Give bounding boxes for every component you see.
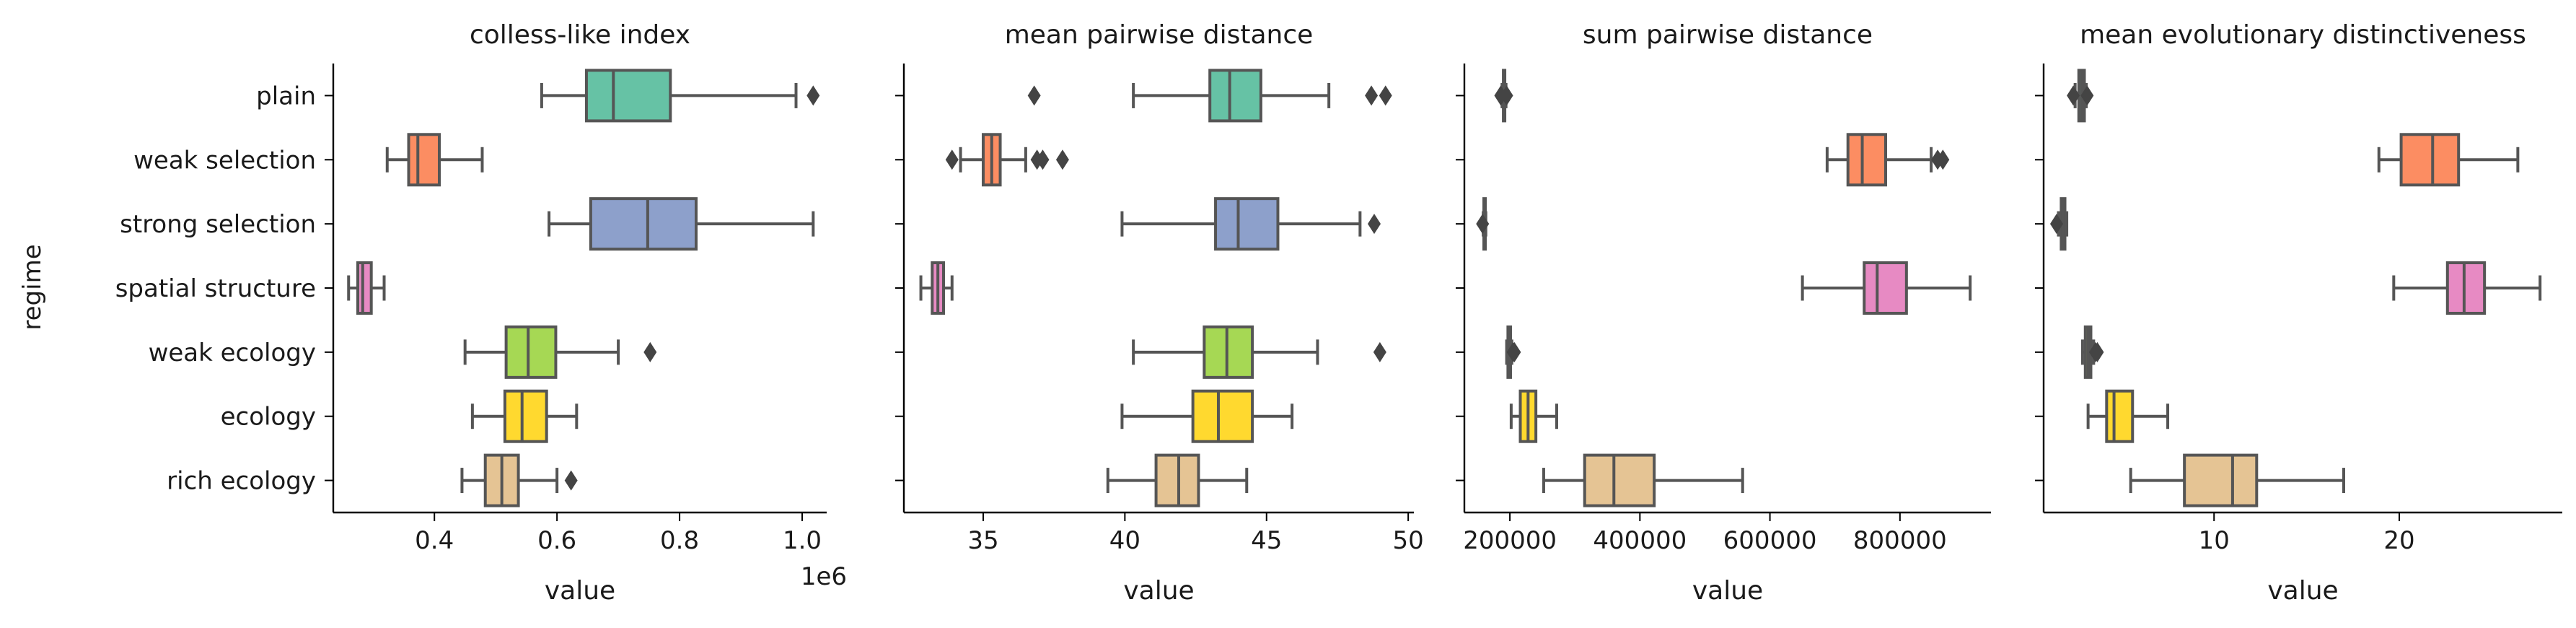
box-weak-ecology — [463, 325, 657, 379]
x-tick-label: 50 — [1393, 526, 1424, 555]
outlier-point — [1379, 85, 1392, 106]
iqr-box — [2445, 261, 2487, 315]
iqr-box — [503, 389, 548, 443]
box-weak-selection — [2377, 133, 2520, 187]
box-weak-ecology — [1132, 325, 1386, 379]
iqr-box — [356, 261, 373, 315]
outlier-point — [1936, 149, 1950, 170]
box-plain — [1027, 69, 1392, 123]
outlier-point — [1500, 85, 1513, 106]
outlier-point — [564, 470, 578, 491]
x-tick-label: 40 — [1109, 526, 1140, 555]
iqr-box — [2399, 133, 2461, 187]
box-rich-ecology — [1542, 453, 1744, 507]
box-ecology — [1120, 389, 1294, 443]
box-spatial-structure — [347, 261, 386, 315]
y-tick-label: plain — [256, 82, 316, 110]
outlier-point — [1373, 341, 1386, 362]
y-tick-label: spatial structure — [115, 274, 316, 303]
box-ecology — [1509, 389, 1558, 443]
iqr-box — [1846, 133, 1888, 187]
box-plain — [2067, 69, 2094, 123]
box-rich-ecology — [460, 453, 578, 507]
panel-4: mean evolutionary distinctiveness 10 20 val… — [2035, 20, 2562, 606]
box-ecology — [470, 389, 579, 443]
outlier-point — [806, 85, 820, 106]
x-tick-label: 10 — [2199, 526, 2230, 555]
box-strong-selection — [1476, 197, 1490, 251]
outlier-point — [2091, 341, 2104, 362]
iqr-box — [1208, 69, 1262, 123]
outlier-point — [643, 341, 657, 362]
box-spatial-structure — [1801, 261, 1972, 315]
outlier-point — [1368, 214, 1381, 235]
box-weak-selection — [945, 133, 1069, 187]
x-tick-label: 800000 — [1853, 526, 1947, 555]
y-tick-label: strong selection — [120, 210, 316, 239]
box-weak-ecology — [1505, 325, 1521, 379]
panel-4-xlabel: value — [2267, 576, 2338, 606]
panel-3-title: sum pairwise distance — [1583, 20, 1873, 50]
y-tick-label: weak selection — [133, 146, 316, 175]
figure-ylabel: regime — [18, 244, 47, 330]
outlier-point — [2080, 85, 2094, 106]
iqr-box — [1191, 389, 1254, 443]
box-weak-selection — [385, 133, 484, 187]
box-weak-ecology — [2080, 325, 2104, 379]
y-tick-label: weak ecology — [149, 339, 316, 367]
y-tick-label: rich ecology — [167, 467, 316, 496]
panel-1: colless-like index plain weak selection str… — [115, 20, 847, 606]
panel-2-xlabel: value — [1123, 576, 1194, 606]
box-ecology — [2086, 389, 2170, 443]
box-strong-selection — [548, 197, 815, 251]
iqr-box — [589, 197, 698, 251]
iqr-box — [1863, 261, 1908, 315]
panel-2-title: mean pairwise distance — [1005, 20, 1314, 50]
panel-4-title: mean evolutionary distinctiveness — [2080, 20, 2526, 50]
box-spatial-structure — [2392, 261, 2542, 315]
outlier-point — [945, 149, 959, 170]
iqr-box — [2105, 389, 2135, 443]
box-rich-ecology — [2129, 453, 2345, 507]
x-tick-label: 1.0 — [783, 526, 822, 555]
panel-1-xlabel: value — [545, 576, 615, 606]
outlier-point — [1036, 149, 1050, 170]
box-plain — [540, 69, 820, 123]
panel-3-xlabel: value — [1692, 576, 1763, 606]
panel-2: mean pairwise distance 35 40 45 50 value — [895, 20, 1424, 606]
outlier-point — [1365, 85, 1379, 106]
box-spatial-structure — [919, 261, 954, 315]
outlier-point — [1055, 149, 1069, 170]
box-weak-selection — [1825, 133, 1950, 187]
x-tick-label: 0.4 — [415, 526, 454, 555]
y-tick-label: ecology — [221, 403, 316, 432]
box-strong-selection — [1120, 197, 1381, 251]
outlier-point — [1027, 85, 1041, 106]
x-tick-label: 20 — [2383, 526, 2414, 555]
outlier-point — [1476, 214, 1490, 235]
x-tick-label: 200000 — [1463, 526, 1557, 555]
outlier-point — [2067, 85, 2080, 106]
panel-1-title: colless-like index — [470, 20, 690, 50]
box-strong-selection — [2049, 197, 2069, 251]
box-plain — [1494, 69, 1513, 123]
box-rich-ecology — [1106, 453, 1249, 507]
x-tick-label: 600000 — [1723, 526, 1817, 555]
iqr-box — [407, 133, 441, 187]
iqr-box — [1583, 453, 1656, 507]
x-tick-label: 35 — [967, 526, 998, 555]
panel-3: sum pairwise distance 200000 400000 600000 8… — [1456, 20, 1991, 606]
panel-1-offset-label: 1e6 — [801, 562, 847, 591]
outlier-point — [1508, 341, 1521, 362]
x-tick-label: 45 — [1251, 526, 1282, 555]
outlier-point — [2049, 214, 2063, 235]
iqr-box — [504, 325, 558, 379]
iqr-box — [2183, 453, 2259, 507]
x-tick-label: 0.8 — [660, 526, 699, 555]
iqr-box — [1214, 197, 1280, 251]
x-tick-label: 400000 — [1593, 526, 1687, 555]
iqr-box — [584, 69, 672, 123]
x-tick-label: 0.6 — [537, 526, 576, 555]
